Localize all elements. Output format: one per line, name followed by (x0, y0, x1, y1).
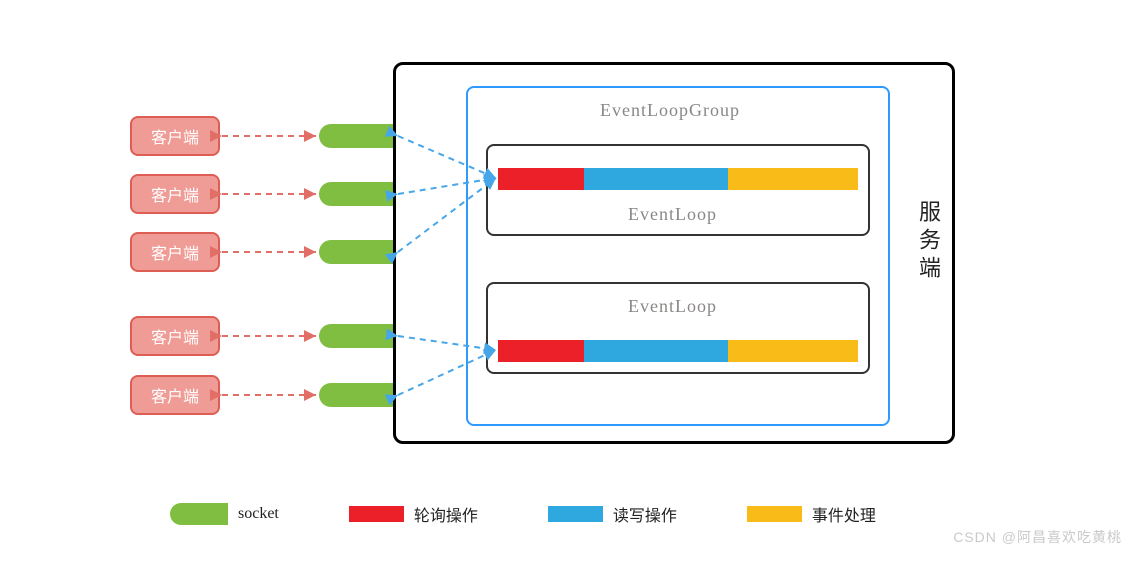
legend-label-3: 事件处理 (812, 502, 876, 526)
client-box-0: 客户端 (130, 116, 220, 156)
eventloop-label-0: EventLoop (628, 204, 717, 225)
bar-seg-1-2 (728, 340, 858, 362)
watermark: CSDN @阿昌喜欢吃黄桃 (953, 527, 1122, 547)
bar-seg-0-0 (498, 168, 584, 190)
legend-item-2: 读写操作 (548, 502, 677, 526)
legend-swatch-3 (747, 506, 802, 522)
client-box-1: 客户端 (130, 174, 220, 214)
legend-swatch-2 (548, 506, 603, 522)
socket-pill-1 (319, 182, 394, 206)
legend-item-0: socket (170, 503, 279, 525)
socket-pill-2 (319, 240, 394, 264)
server-label: 服务端 (912, 200, 944, 284)
socket-pill-4 (319, 383, 394, 407)
bar-seg-1-0 (498, 340, 584, 362)
client-box-2: 客户端 (130, 232, 220, 272)
legend-label-1: 轮询操作 (414, 502, 478, 526)
legend-item-1: 轮询操作 (349, 502, 478, 526)
legend-item-3: 事件处理 (747, 502, 876, 526)
bar-seg-1-1 (584, 340, 728, 362)
eventloop-label-1: EventLoop (628, 296, 717, 317)
legend: socket 轮询操作 读写操作 事件处理 (170, 502, 876, 526)
eventloopgroup-label: EventLoopGroup (600, 100, 740, 121)
bar-seg-0-2 (728, 168, 858, 190)
legend-label-2: 读写操作 (613, 502, 677, 526)
eventloopgroup-container (466, 86, 890, 426)
netty-eventloop-diagram: 客户端客户端客户端客户端客户端服务端EventLoopGroupEventLoo… (0, 0, 1137, 563)
legend-pill-0 (170, 503, 228, 525)
socket-pill-3 (319, 324, 394, 348)
legend-label-0: socket (238, 505, 279, 523)
legend-swatch-1 (349, 506, 404, 522)
client-box-4: 客户端 (130, 375, 220, 415)
client-box-3: 客户端 (130, 316, 220, 356)
socket-pill-0 (319, 124, 394, 148)
bar-seg-0-1 (584, 168, 728, 190)
